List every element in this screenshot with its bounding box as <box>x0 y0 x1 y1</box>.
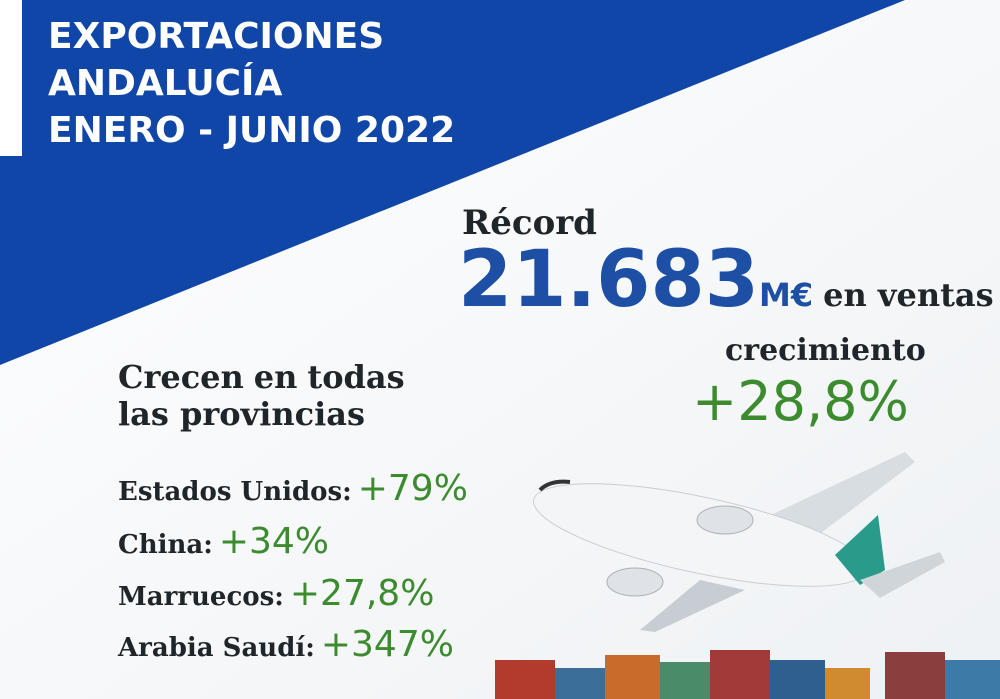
record-value: 21.683 <box>458 235 759 325</box>
accent-bar <box>0 0 22 156</box>
country-value: +27,8% <box>290 573 435 614</box>
title-line: ANDALUCÍA <box>48 62 282 104</box>
record-suffix: en ventas <box>823 276 994 314</box>
country-name: Estados Unidos: <box>118 477 352 507</box>
record-line: 21.683M€ en ventas <box>458 235 994 325</box>
word: Crecen <box>118 358 244 396</box>
containers <box>495 650 1000 699</box>
blue-banner <box>0 0 905 365</box>
record-unit: M€ <box>759 276 813 314</box>
country-name: Marruecos: <box>118 582 284 612</box>
record-label: Récord <box>462 203 597 243</box>
country-value: +347% <box>321 624 454 665</box>
growth-label: crecimiento <box>725 333 926 368</box>
word: en <box>254 358 298 396</box>
country-row: Estados Unidos: +79% <box>118 468 468 509</box>
country-row: China: +34% <box>118 521 329 562</box>
provinces-line: Crecen en todas <box>118 358 405 396</box>
provinces-line: las provincias <box>118 395 365 433</box>
title-line: ENERO - JUNIO 2022 <box>48 110 455 151</box>
growth-value: +28,8% <box>692 370 909 433</box>
country-row: Arabia Saudí: +347% <box>117 624 454 665</box>
country-name: Arabia Saudí: <box>117 633 315 663</box>
country-name: China: <box>118 530 213 560</box>
title-line: EXPORTACIONES <box>48 16 384 57</box>
country-value: +79% <box>358 468 468 509</box>
word: todas <box>307 358 404 396</box>
country-value: +34% <box>219 521 329 562</box>
plane <box>533 452 945 632</box>
country-row: Marruecos: +27,8% <box>118 573 434 614</box>
